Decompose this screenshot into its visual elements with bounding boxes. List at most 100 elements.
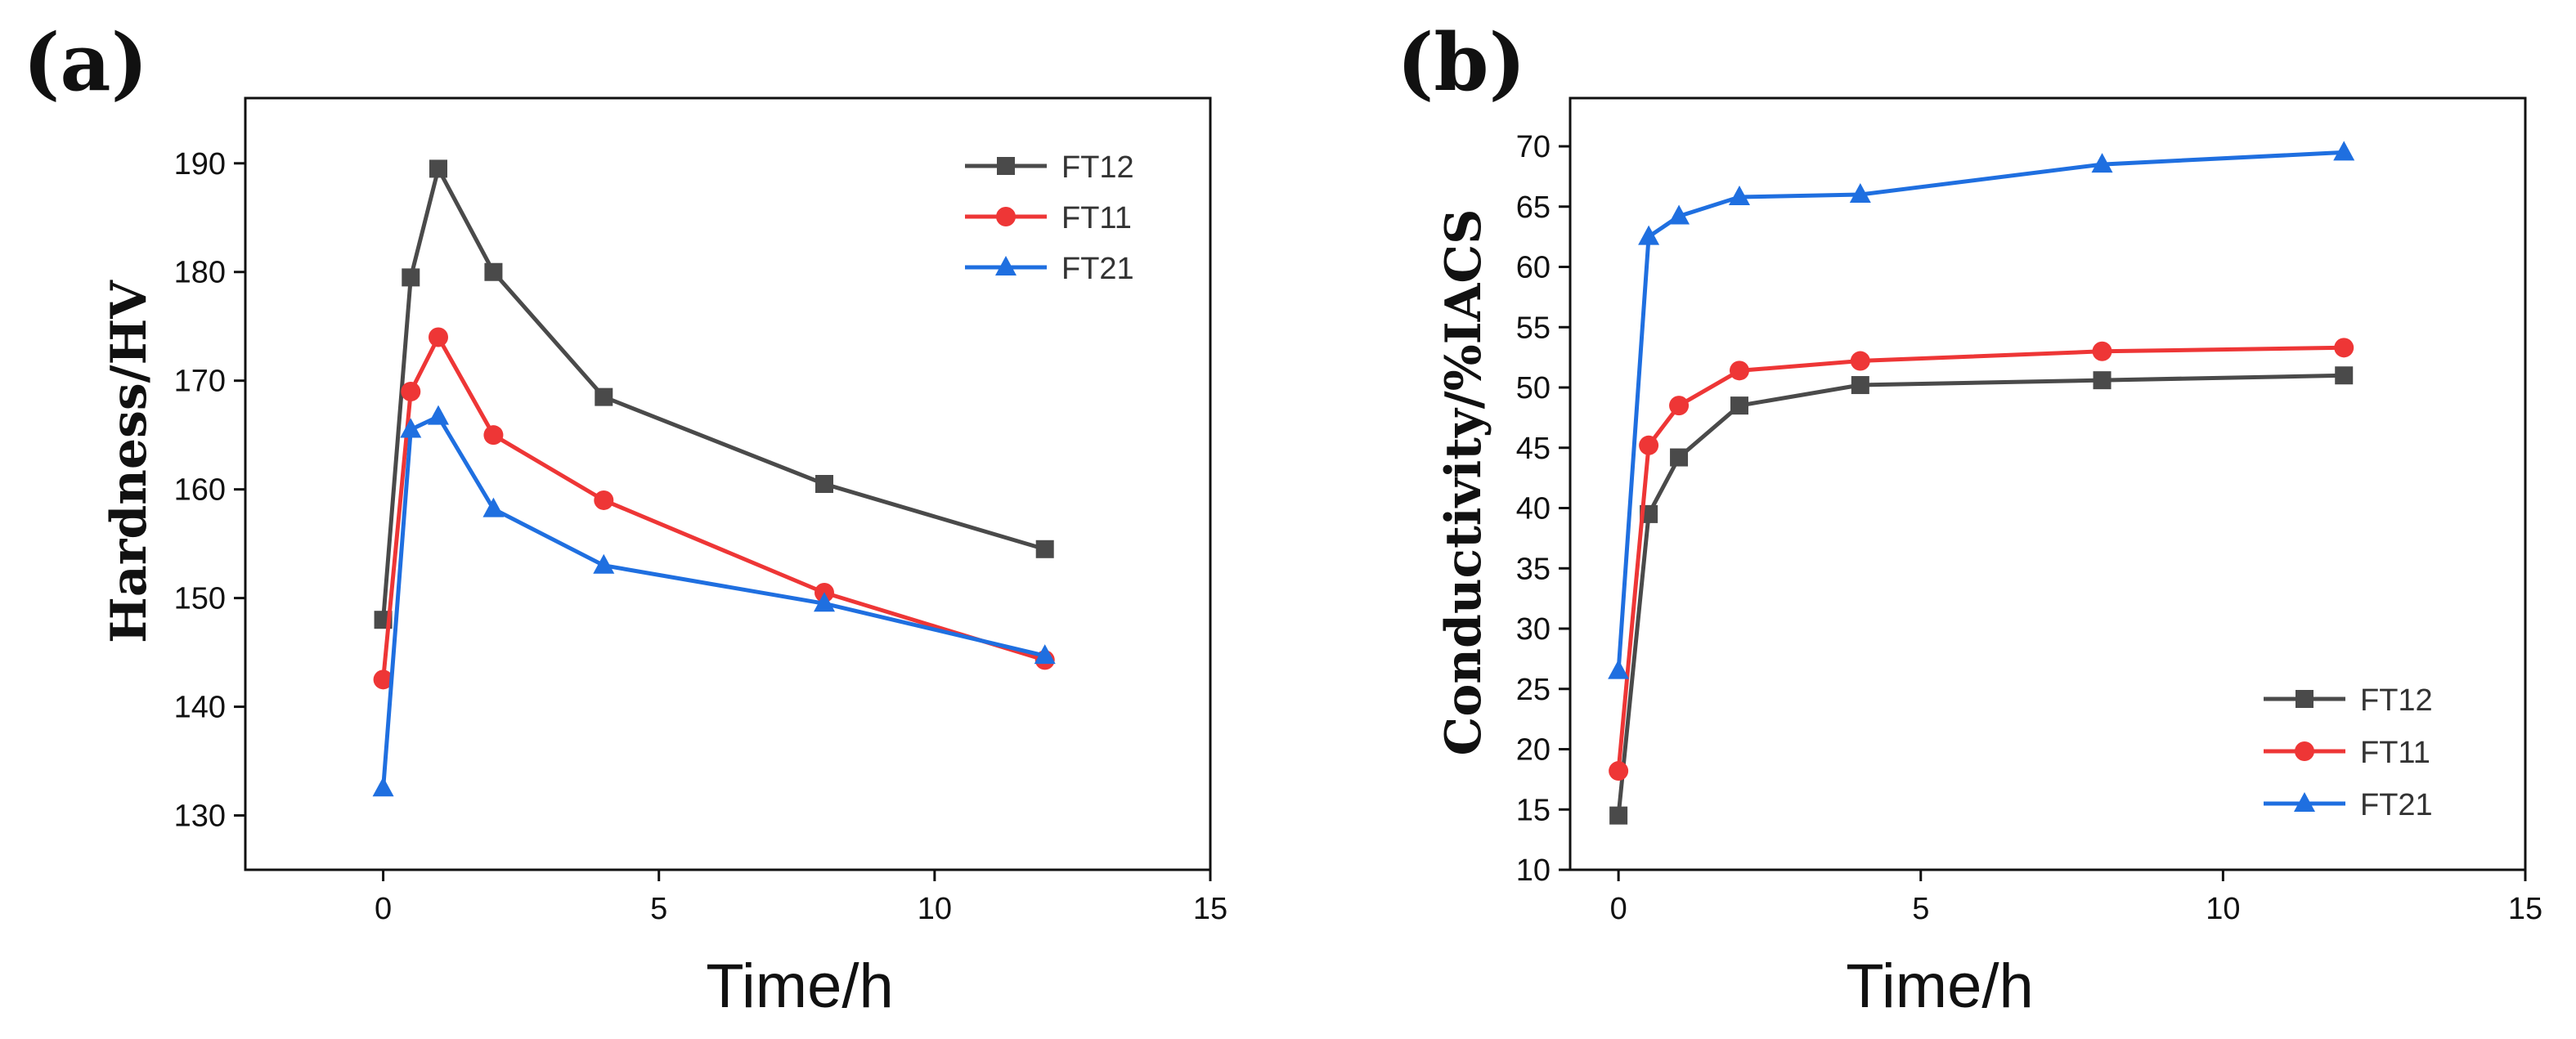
- panel-a-legend-marker-ft12: [997, 157, 1015, 175]
- panel-b-point-ft11: [1669, 396, 1690, 416]
- panel-a-point-ft21: [482, 497, 505, 517]
- panel-a-series: [372, 159, 1056, 797]
- panel-b-series-line-ft11: [1616, 345, 2345, 772]
- panel-a-point-ft11: [401, 381, 421, 401]
- panel-b-point-ft12: [1851, 376, 1869, 395]
- panel-a-series-line-ft12: [381, 166, 1046, 620]
- panel-b-series-line-ft12: [1616, 373, 2345, 816]
- panel-a-y-axis-title: Hardness/HV: [101, 280, 158, 643]
- panel-b-point-ft12: [2093, 371, 2112, 390]
- panel-a-y-tick-label: 180: [174, 256, 226, 290]
- panel-a-y-tick-label: 190: [174, 147, 226, 181]
- panel-b-conductivity-chart: (b) Conductivity/%IACS Time/h 0 5 10 15 10 15…: [1397, 16, 2542, 1021]
- panel-b-point-ft11: [1639, 435, 1659, 455]
- panel-a-point-ft11: [594, 490, 614, 510]
- panel-b-legend-label-ft11: FT11: [2360, 736, 2430, 770]
- panel-b-point-ft21: [1638, 225, 1660, 245]
- panel-a-point-ft21: [428, 405, 449, 425]
- panel-b-y-tick-label: 30: [1516, 612, 1551, 647]
- panel-a-series-line-ft21: [381, 414, 1046, 789]
- panel-b-y-tick-label: 65: [1516, 190, 1551, 225]
- panel-b-legend-label-ft12: FT12: [2360, 683, 2433, 718]
- panel-a-point-ft11: [373, 670, 393, 690]
- panel-a-point-ft12: [484, 262, 503, 281]
- panel-a-x-tick-label: 10: [918, 892, 952, 926]
- panel-b-y-tick-label: 50: [1516, 371, 1551, 405]
- panel-b-y-tick-label: 10: [1516, 853, 1551, 888]
- panel-b-plot-frame: [1568, 96, 2527, 871]
- panel-a-ticks: 0 5 10 15 130 140 150 160 170 180 190: [174, 147, 1228, 926]
- panel-a-point-ft11: [429, 327, 448, 347]
- panel-b-legend-label-ft21: FT21: [2360, 788, 2433, 822]
- panel-b-legend-marker-ft12: [2296, 690, 2313, 708]
- panel-a-point-ft12: [815, 475, 833, 493]
- panel-a-point-ft21: [814, 592, 835, 612]
- panel-b-legend: FT12 FT11 FT21: [2264, 683, 2433, 822]
- panel-b-legend-marker-ft11: [2295, 741, 2314, 761]
- panel-a-label: (a): [23, 16, 148, 109]
- panel-b-y-tick-label: 20: [1516, 733, 1551, 768]
- panel-a-y-tick-label: 160: [174, 473, 226, 508]
- panel-b-x-tick-label: 10: [2206, 892, 2240, 926]
- panel-a-y-tick-label: 170: [174, 365, 226, 399]
- panel-a-y-tick-label: 140: [174, 691, 226, 725]
- panel-b-y-tick-label: 70: [1516, 130, 1551, 164]
- panel-b-point-ft21: [1849, 183, 1871, 203]
- panel-b-point-ft21: [1608, 659, 1630, 679]
- panel-a-legend-label-ft21: FT21: [1061, 252, 1134, 286]
- panel-b-point-ft11: [1609, 761, 1629, 781]
- panel-a-point-ft12: [402, 268, 420, 287]
- panel-b-point-ft11: [1729, 361, 1749, 381]
- panel-a-legend: FT12 FT11 FT21: [965, 150, 1134, 286]
- panel-b-y-tick-label: 15: [1516, 793, 1551, 827]
- panel-b-point-ft12: [1609, 806, 1628, 825]
- panel-b-y-tick-label: 45: [1516, 432, 1551, 466]
- panel-b-y-tick-label: 60: [1516, 251, 1551, 285]
- panel-b-point-ft11: [2334, 338, 2354, 358]
- panel-b-ticks: 0 5 10 15 10 15 20 25 30 35 40 45 50 55 60 65 70: [1516, 130, 2542, 926]
- panel-b-series: [1608, 141, 2355, 825]
- panel-a-plot-frame: [244, 96, 1212, 871]
- panel-b-point-ft12: [2335, 366, 2354, 385]
- panel-a-series-line-ft11: [381, 335, 1046, 680]
- panel-a-point-ft11: [483, 425, 504, 446]
- panel-a-point-ft21: [372, 777, 394, 797]
- panel-a-y-tick-label: 150: [174, 582, 226, 616]
- panel-a-point-ft21: [1034, 644, 1056, 665]
- panel-a-legend-label-ft11: FT11: [1061, 201, 1132, 235]
- panel-b-point-ft11: [1850, 351, 1870, 371]
- panel-a-point-ft21: [400, 418, 422, 438]
- panel-b-point-ft21: [2333, 141, 2355, 161]
- panel-b-point-ft11: [2092, 341, 2112, 361]
- panel-b-y-tick-label: 55: [1516, 311, 1551, 345]
- panel-a-legend-label-ft12: FT12: [1061, 150, 1134, 185]
- panel-a-y-tick-label: 130: [174, 799, 226, 834]
- panel-a-hardness-chart: (a) Hardness/HV Time/h 0 5 10 15 130 140 150 16…: [23, 16, 1227, 1021]
- panel-b-series-line-ft21: [1616, 150, 2345, 671]
- panel-b-label: (b): [1397, 16, 1526, 109]
- panel-a-x-tick-label: 15: [1193, 892, 1227, 926]
- panel-a-legend-marker-ft11: [996, 207, 1016, 226]
- panel-b-x-tick-label: 15: [2508, 892, 2542, 926]
- panel-a-x-axis-title: Time/h: [706, 952, 893, 1021]
- panel-a-point-ft12: [429, 159, 447, 178]
- panel-a-x-tick-label: 5: [650, 892, 667, 926]
- panel-b-point-ft21: [1728, 185, 1750, 205]
- panel-b-y-axis-title: Conductivity/%IACS: [1435, 209, 1492, 756]
- panel-a-point-ft12: [1035, 540, 1054, 558]
- panel-b-y-tick-label: 25: [1516, 673, 1551, 707]
- panel-a-point-ft12: [595, 387, 613, 406]
- panel-b-y-tick-label: 40: [1516, 492, 1551, 526]
- panel-b-point-ft21: [1668, 204, 1690, 225]
- panel-a-point-ft21: [593, 553, 615, 574]
- panel-b-x-tick-label: 0: [1610, 892, 1627, 926]
- panel-b-point-ft12: [1730, 396, 1748, 415]
- panel-b-x-tick-label: 5: [1912, 892, 1929, 926]
- panel-a-legend-marker-ft21: [995, 256, 1016, 275]
- panel-b-legend-marker-ft21: [2294, 792, 2315, 812]
- panel-b-y-tick-label: 35: [1516, 552, 1551, 586]
- panel-b-point-ft21: [2091, 153, 2113, 173]
- panel-b-point-ft12: [1670, 448, 1689, 467]
- panel-a-x-tick-label: 0: [375, 892, 392, 926]
